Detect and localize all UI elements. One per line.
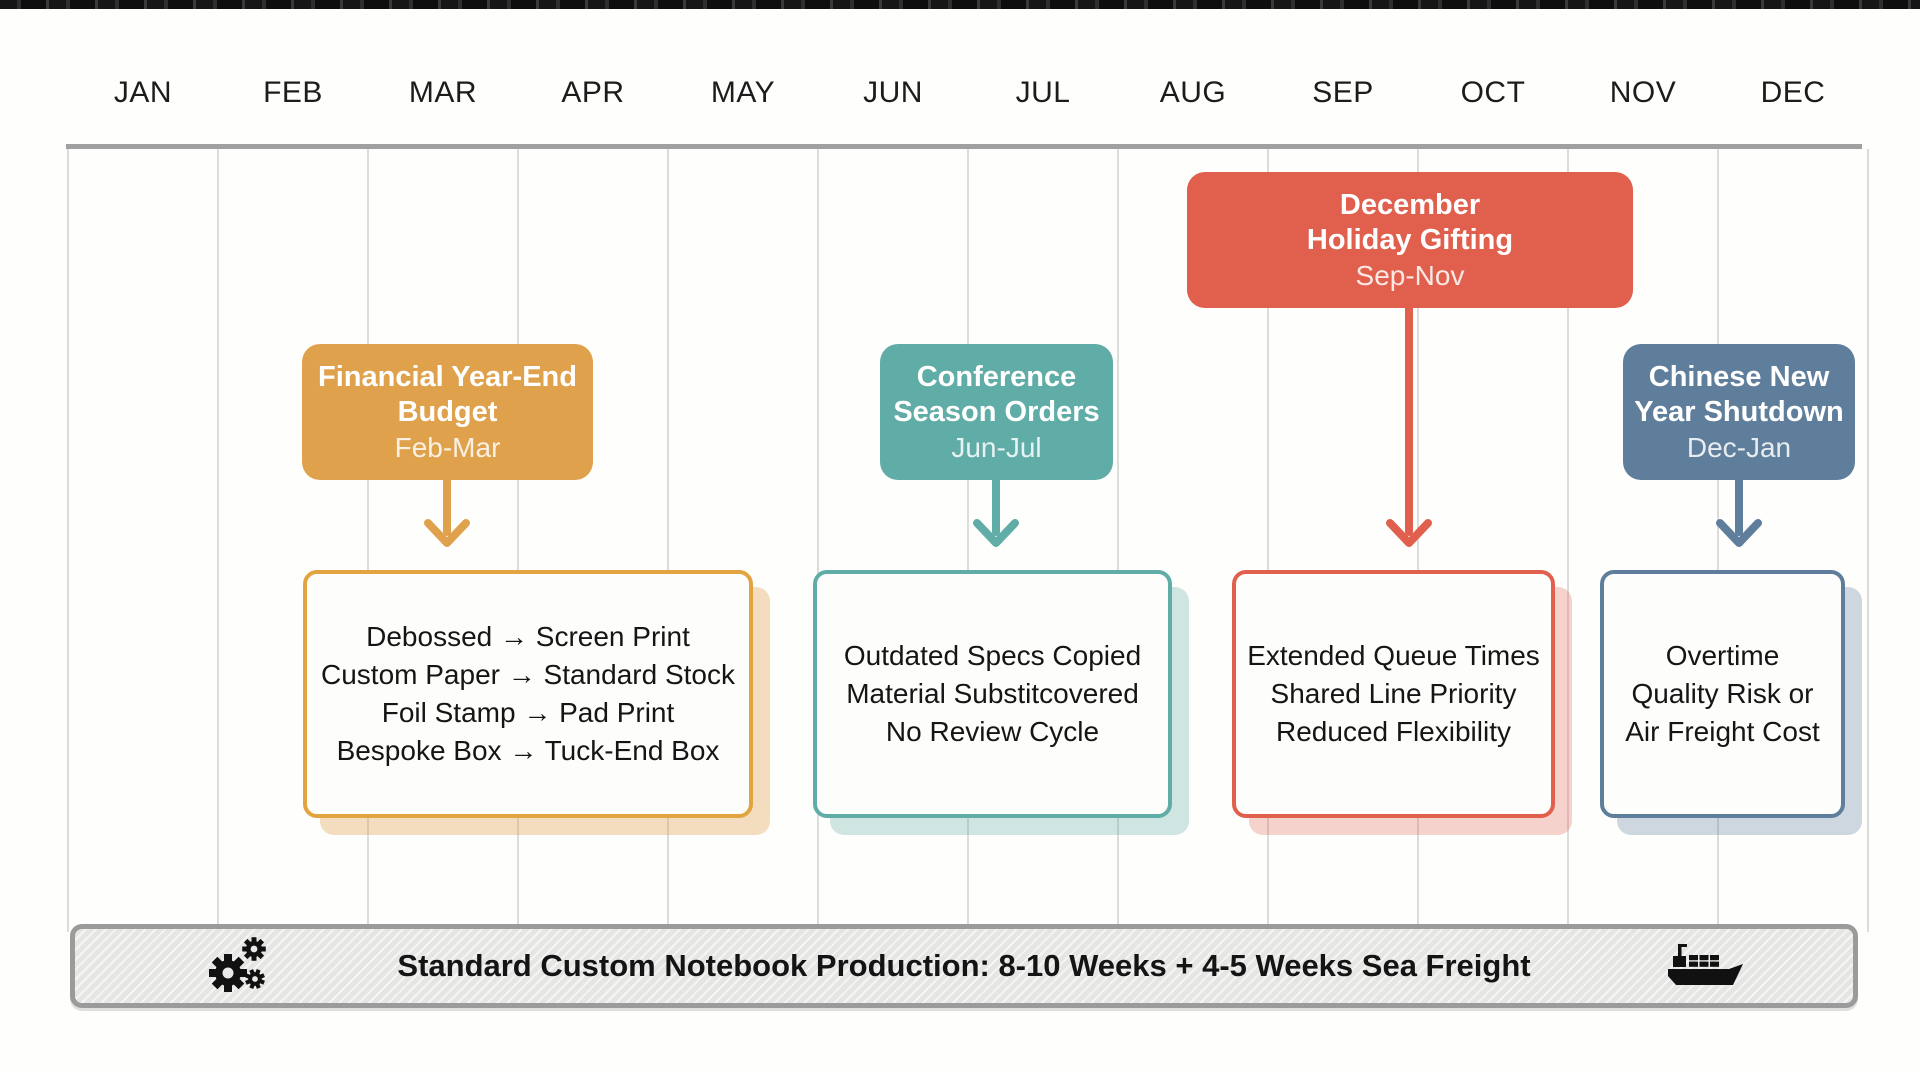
month-label-feb: FEB: [263, 76, 323, 109]
event-title-line: Season Orders: [893, 395, 1100, 428]
month-label-oct: OCT: [1460, 76, 1526, 109]
event-financial-year-end-budget: Financial Year-End Budget Feb-Mar: [302, 344, 593, 480]
detail-line: Outdated Specs Copied: [843, 640, 1142, 671]
cargo-ship-icon: [1667, 943, 1745, 989]
detail-line: Custom Paper → Standard Stock: [321, 659, 735, 690]
event-chinese-new-year-shutdown: Chinese New Year Shutdown Dec-Jan: [1623, 344, 1855, 480]
event-date-range: Jun-Jul: [951, 431, 1042, 463]
month-label-sep: SEP: [1312, 76, 1374, 109]
down-arrow-icon: [424, 480, 470, 547]
event-title-line: Chinese New: [1648, 360, 1830, 393]
event-date-range: Dec-Jan: [1686, 431, 1792, 463]
month-label-apr: APR: [561, 76, 625, 109]
month-label-dec: DEC: [1760, 76, 1826, 109]
down-arrow-icon: [973, 480, 1019, 547]
month-label-aug: AUG: [1159, 76, 1227, 109]
detail-line: Quality Risk or: [1631, 678, 1814, 709]
month-label-jun: JUN: [863, 76, 923, 109]
month-label-jan: JAN: [113, 76, 173, 109]
detail-line: Debossed → Screen Print: [366, 621, 690, 652]
event-date-range: Sep-Nov: [1355, 259, 1465, 291]
detail-line: Shared Line Priority: [1270, 678, 1517, 709]
timeline-axis-line: [66, 144, 1862, 149]
detail-line: Air Freight Cost: [1625, 716, 1820, 747]
detail-line: Reduced Flexibility: [1276, 716, 1511, 747]
event-title-line: Budget: [397, 395, 498, 428]
month-label-jul: JUL: [1015, 76, 1071, 109]
detail-box-financial-year-end-budget: Debossed → Screen Print Custom Paper → S…: [303, 570, 753, 818]
month-label-nov: NOV: [1609, 76, 1677, 109]
event-title-line: Holiday Gifting: [1306, 223, 1514, 256]
production-banner-text: Standard Custom Notebook Production: 8-1…: [397, 948, 1531, 983]
top-edge-strip: [0, 0, 1920, 9]
detail-line: Material Substitcovered: [846, 678, 1139, 709]
month-label-mar: MAR: [408, 76, 478, 109]
detail-line: Foil Stamp → Pad Print: [381, 697, 675, 728]
event-title-line: December: [1339, 188, 1481, 221]
down-arrow-icon: [1386, 308, 1432, 547]
down-arrow-icon: [1716, 480, 1762, 547]
month-label-may: MAY: [710, 76, 776, 109]
detail-line: Bespoke Box → Tuck-End Box: [336, 735, 720, 766]
detail-box-december-holiday-gifting: Extended Queue Times Shared Line Priorit…: [1232, 570, 1555, 818]
event-conference-season-orders: Conference Season Orders Jun-Jul: [880, 344, 1113, 480]
detail-box-chinese-new-year-shutdown: Overtime Quality Risk or Air Freight Cos…: [1600, 570, 1845, 818]
event-title-line: Year Shutdown: [1634, 395, 1844, 428]
event-title-line: Financial Year-End: [318, 360, 577, 393]
gears-icon: [203, 937, 269, 995]
production-banner: Standard Custom Notebook Production: 8-1…: [70, 924, 1858, 1008]
event-december-holiday-gifting: December Holiday Gifting Sep-Nov: [1187, 172, 1633, 308]
detail-box-conference-season-orders: Outdated Specs Copied Material Substitco…: [813, 570, 1172, 818]
event-title-line: Conference: [916, 360, 1077, 393]
detail-line: Extended Queue Times: [1247, 640, 1540, 671]
event-date-range: Feb-Mar: [394, 431, 501, 463]
detail-line: No Review Cycle: [885, 716, 1100, 747]
detail-line: Overtime: [1665, 640, 1780, 671]
